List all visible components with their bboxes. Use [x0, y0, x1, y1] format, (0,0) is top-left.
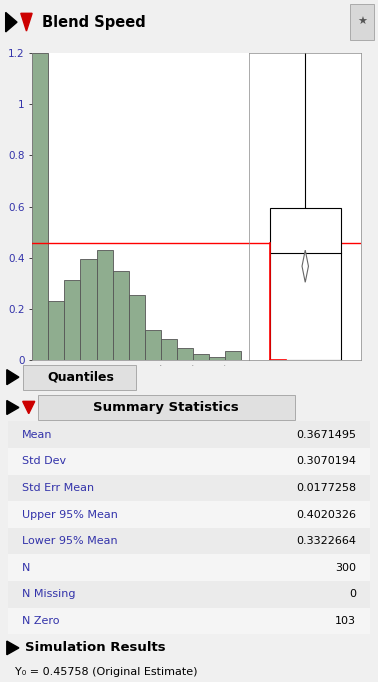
- Text: Y₀ = 0.45758 (Original Estimate): Y₀ = 0.45758 (Original Estimate): [15, 668, 197, 677]
- Text: 0.0177258: 0.0177258: [296, 483, 356, 493]
- Text: ★: ★: [357, 17, 367, 27]
- Bar: [193, 354, 209, 360]
- Bar: [225, 351, 242, 360]
- Text: N: N: [22, 563, 31, 573]
- Text: 0.3070194: 0.3070194: [296, 456, 356, 466]
- Polygon shape: [7, 641, 19, 655]
- Text: Simulation Results: Simulation Results: [25, 641, 165, 655]
- Text: Std Dev: Std Dev: [22, 456, 66, 466]
- Bar: [145, 330, 161, 360]
- Bar: [113, 271, 129, 360]
- Bar: [270, 208, 341, 360]
- Text: Upper 95% Mean: Upper 95% Mean: [22, 509, 118, 520]
- Bar: [129, 295, 145, 360]
- Text: Mean: Mean: [22, 430, 53, 440]
- Bar: [32, 53, 48, 360]
- Bar: [81, 258, 96, 360]
- Text: Summary Statistics: Summary Statistics: [93, 401, 239, 414]
- Bar: [161, 339, 177, 360]
- Text: N Zero: N Zero: [22, 616, 60, 626]
- FancyBboxPatch shape: [350, 4, 374, 40]
- Text: 103: 103: [335, 616, 356, 626]
- Text: 0: 0: [349, 589, 356, 599]
- Polygon shape: [23, 401, 35, 414]
- Text: Quantiles: Quantiles: [48, 370, 115, 384]
- Text: 300: 300: [335, 563, 356, 573]
- Polygon shape: [7, 370, 19, 385]
- Bar: [8, 448, 370, 475]
- FancyBboxPatch shape: [38, 395, 295, 420]
- Bar: [209, 357, 225, 360]
- FancyBboxPatch shape: [23, 365, 136, 389]
- Bar: [8, 608, 370, 634]
- Bar: [8, 475, 370, 501]
- Bar: [96, 250, 113, 360]
- Bar: [8, 554, 370, 581]
- Text: 0.4020326: 0.4020326: [296, 509, 356, 520]
- Text: 0.3322664: 0.3322664: [296, 536, 356, 546]
- Polygon shape: [21, 13, 32, 31]
- Bar: [8, 528, 370, 554]
- Text: Lower 95% Mean: Lower 95% Mean: [22, 536, 118, 546]
- Text: Blend Speed: Blend Speed: [42, 15, 145, 29]
- Bar: [8, 501, 370, 528]
- Bar: [177, 349, 193, 360]
- Polygon shape: [302, 250, 308, 282]
- Polygon shape: [7, 400, 19, 415]
- Text: N Missing: N Missing: [22, 589, 76, 599]
- Bar: [48, 301, 64, 360]
- Bar: [64, 280, 81, 360]
- Bar: [8, 581, 370, 608]
- Bar: [8, 421, 370, 448]
- Text: 0.3671495: 0.3671495: [296, 430, 356, 440]
- Text: Std Err Mean: Std Err Mean: [22, 483, 94, 493]
- Polygon shape: [6, 12, 17, 32]
